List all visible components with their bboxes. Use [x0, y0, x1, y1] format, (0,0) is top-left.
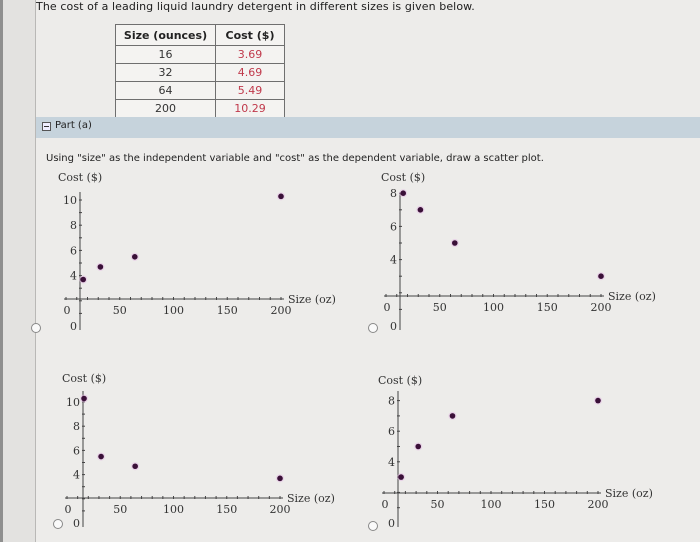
y-tick-label: 8: [73, 420, 80, 433]
y-tick-label: 0: [70, 320, 77, 333]
x-tick-label: 200: [270, 503, 291, 516]
left-gutter: [3, 0, 36, 542]
y-axis-label: Cost ($): [381, 171, 425, 184]
x-tick-label: 100: [481, 498, 502, 511]
x-tick-label: 50: [113, 503, 127, 516]
x-tick-label: 100: [483, 301, 504, 314]
x-tick-label: 50: [113, 304, 127, 317]
data-point: [80, 276, 86, 283]
x-tick-label: 100: [163, 503, 184, 516]
data-point: [278, 193, 284, 200]
x-tick-label: 150: [534, 498, 555, 511]
x-tick-label: 0: [64, 304, 71, 317]
option-c-radio[interactable]: [53, 519, 63, 529]
y-tick-label: 8: [70, 219, 77, 232]
y-tick-label: 6: [388, 425, 395, 438]
x-tick-label: 100: [163, 304, 184, 317]
option-b-radio[interactable]: [368, 323, 378, 333]
data-point: [132, 463, 138, 470]
y-tick-label: 4: [388, 456, 395, 469]
scatter-plot-option-d[interactable]: 0 50 100 150 200 0 4 6 8 Cost ($) Size (oz): [378, 374, 653, 530]
y-tick-label: 10: [63, 194, 77, 207]
x-tick-label: 150: [216, 503, 237, 516]
data-point: [452, 240, 458, 246]
data-point: [98, 453, 104, 460]
y-axis-label: Cost ($): [58, 171, 102, 184]
x-tick-label: 50: [433, 301, 447, 314]
part-a-header[interactable]: [36, 117, 700, 138]
cost-cell: 4.69: [215, 63, 285, 82]
data-point: [417, 207, 424, 213]
y-tick-label: 6: [73, 444, 80, 457]
x-tick-label: 150: [217, 304, 238, 317]
column-header-cost: Cost ($): [215, 24, 285, 46]
data-point: [595, 397, 601, 404]
x-tick-label: 150: [537, 301, 558, 314]
y-tick-label: 0: [73, 517, 80, 530]
data-point: [598, 273, 604, 280]
scatter-plot-option-c[interactable]: 0 50 100 150 200 0 4 6 8 10 Cost ($) Size (oz): [62, 372, 335, 530]
scatter-plot-option-b[interactable]: 0 50 100 150 200 0 4 6 8 Cost ($) Size (oz): [381, 171, 656, 333]
y-tick-label: 8: [388, 395, 395, 408]
data-point: [97, 264, 104, 270]
data-point: [449, 413, 456, 419]
y-tick-label: 4: [73, 469, 80, 482]
scatter-plot-option-a[interactable]: 0 50 100 150 200 0 4 6 8 10 Cost ($) Size (oz): [58, 171, 336, 333]
x-tick-label: 0: [382, 498, 389, 511]
data-point: [400, 190, 407, 196]
x-axis-label: Size (oz): [605, 487, 653, 500]
x-tick-label: 50: [431, 498, 445, 511]
x-axis-label: Size (oz): [608, 290, 656, 303]
window-edge: [0, 0, 3, 542]
data-table: Size (ounces) Cost ($) 16 3.69 32 4.69 6…: [115, 24, 285, 118]
data-point: [398, 474, 404, 480]
x-tick-label: 200: [591, 301, 612, 314]
question-intro: The cost of a leading liquid laundry det…: [36, 0, 475, 13]
x-tick-label: 200: [588, 498, 609, 511]
data-point: [132, 254, 138, 260]
data-point: [415, 443, 422, 450]
y-axis-label: Cost ($): [378, 374, 422, 387]
cost-cell: 10.29: [215, 99, 285, 118]
data-point: [81, 395, 87, 402]
x-axis-label: Size (oz): [288, 293, 336, 306]
option-d-radio[interactable]: [368, 521, 378, 531]
y-tick-label: 4: [70, 270, 77, 283]
part-a-label: Part (a): [55, 120, 92, 131]
y-tick-label: 10: [66, 396, 80, 409]
y-tick-label: 0: [388, 517, 395, 530]
y-tick-label: 4: [390, 254, 397, 267]
part-a-instruction: Using "size" as the independent variable…: [46, 153, 544, 164]
column-header-size: Size (ounces): [115, 24, 216, 46]
y-tick-label: 0: [390, 320, 397, 333]
x-tick-label: 200: [271, 304, 292, 317]
table-row: 32 4.69: [115, 63, 285, 82]
y-tick-label: 8: [390, 187, 397, 200]
x-tick-label: 0: [65, 503, 72, 516]
x-axis-label: Size (oz): [287, 492, 335, 505]
collapse-icon[interactable]: [42, 122, 51, 131]
y-tick-label: 6: [70, 244, 77, 257]
y-axis-label: Cost ($): [62, 372, 106, 385]
option-a-radio[interactable]: [31, 323, 41, 333]
x-tick-label: 0: [384, 301, 391, 314]
table-header-row: Size (ounces) Cost ($): [115, 24, 285, 46]
data-point: [277, 475, 283, 482]
y-tick-label: 6: [390, 220, 397, 233]
